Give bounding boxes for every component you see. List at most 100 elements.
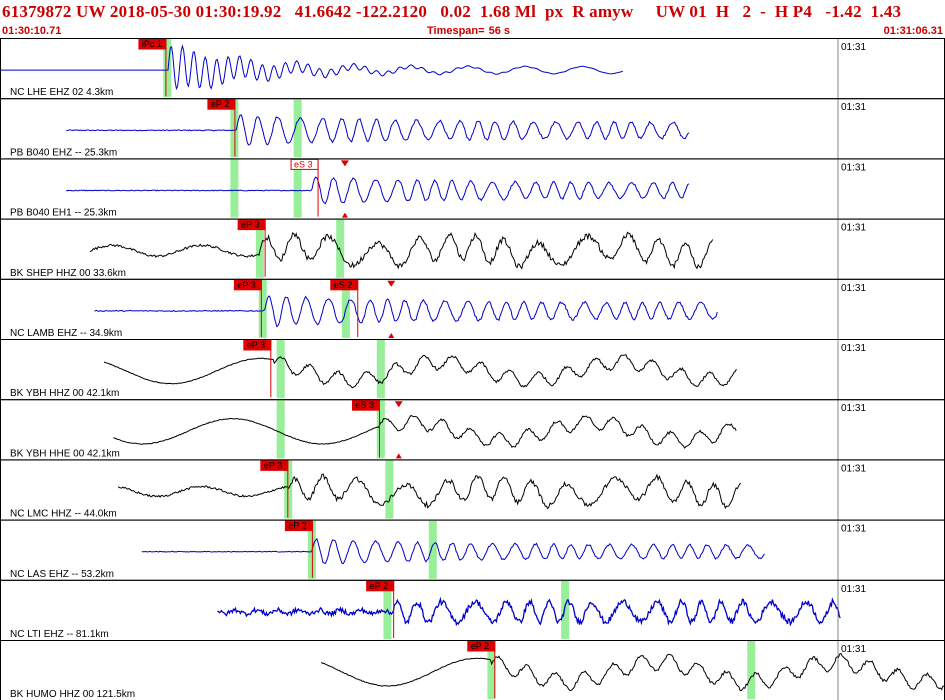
- timespan-value: 56 s: [488, 25, 510, 37]
- window-start-time: 01:30:10.71: [2, 25, 62, 37]
- seismic-trace: [117, 473, 742, 510]
- phase-pick-label[interactable]: eP 3: [260, 459, 289, 471]
- event-header: 61379872 UW 2018-05-30 01:30:19.92 41.66…: [0, 0, 945, 38]
- predicted-arrival-down-icon: [394, 401, 403, 408]
- panel-border: [0, 399, 945, 461]
- phase-window-marker: [230, 159, 239, 218]
- phase-pick-label[interactable]: eS 3: [351, 399, 380, 411]
- station-label: BK YBH HHZ 00 42.1km: [10, 388, 119, 399]
- panel-border: [0, 519, 945, 581]
- station-panel[interactable]: eP 2 01:31 NC LTI EHZ -- 81.1km: [0, 579, 945, 641]
- pick-tag-text: eP 3: [264, 460, 282, 470]
- station-label: PB B040 EHZ -- 25.3km: [10, 147, 117, 158]
- phase-pick-label[interactable]: eP 2: [366, 580, 395, 592]
- phase-window-marker: [293, 159, 302, 218]
- phase-window-marker: [747, 641, 756, 700]
- event-title: 61379872 UW 2018-05-30 01:30:19.92 41.66…: [2, 2, 902, 21]
- seismic-trace: [89, 231, 714, 270]
- station-panel[interactable]: iPc 1 01:31 NC LHE EHZ 02 4.3km: [0, 38, 945, 100]
- phase-window-marker: [376, 340, 385, 399]
- panel-border: [0, 158, 945, 220]
- panel-border: [0, 579, 945, 641]
- minute-tick-label: 01:31: [841, 524, 866, 535]
- station-label: NC LMC HHZ -- 44.0km: [10, 509, 117, 520]
- phase-window-marker: [276, 340, 285, 399]
- station-label: NC LAMB EHZ -- 34.9km: [10, 328, 122, 339]
- pick-tag-text: eS 3: [355, 400, 374, 410]
- phase-window-marker: [336, 219, 345, 278]
- phase-window-marker: [163, 39, 172, 98]
- minute-tick-label: 01:31: [841, 162, 866, 173]
- minute-tick-label: 01:31: [841, 644, 866, 655]
- seismic-trace: [141, 537, 765, 565]
- panel-border: [0, 218, 945, 280]
- station-panel[interactable]: eP 3 01:31 BK SHEP HHZ 00 33.6km: [0, 218, 945, 280]
- seismic-trace: [66, 114, 690, 146]
- phase-window-marker: [561, 580, 570, 639]
- station-panel[interactable]: eS 3 01:31 BK YBH HHE 00 42.1km: [0, 399, 945, 461]
- panel-border: [0, 278, 945, 340]
- station-panel[interactable]: eP 2 01:31 BK HUMO HHZ 00 121.5km: [0, 640, 945, 700]
- timespan-readout: Timespan= 56 s: [427, 25, 510, 37]
- predicted-arrival-up-icon: [341, 212, 348, 218]
- station-panel[interactable]: eP 3 01:31 NC LMC HHZ -- 44.0km: [0, 459, 945, 521]
- station-panel[interactable]: eP 3 eS 2 01:31 NC LAMB EHZ -- 34.9km: [0, 278, 945, 340]
- station-label: NC LHE EHZ 02 4.3km: [10, 87, 113, 98]
- panel-border: [0, 98, 945, 160]
- timespan-label: Timespan=: [427, 25, 485, 37]
- station-panel[interactable]: eP 2 01:31 PB B040 EHZ -- 25.3km: [0, 98, 945, 160]
- window-end-time: 01:31:06.31: [883, 25, 943, 37]
- phase-pick-label[interactable]: eS 2: [330, 279, 359, 291]
- minute-tick-label: 01:31: [841, 283, 866, 294]
- station-panel[interactable]: eP 2 01:31 NC LAS EHZ -- 53.2km: [0, 519, 945, 581]
- phase-window-marker: [276, 400, 285, 459]
- pick-tag-text: eP 3: [241, 220, 259, 230]
- seismic-trace: [320, 652, 945, 692]
- phase-pick-label[interactable]: eP 3: [233, 279, 262, 291]
- phase-pick-label[interactable]: eP 3: [243, 339, 272, 351]
- station-panel[interactable]: eS 3 01:31 PB B040 EH1 -- 25.3km: [0, 158, 945, 220]
- minute-tick-label: 01:31: [841, 403, 866, 414]
- pick-tag-text: eS 2: [334, 280, 353, 290]
- pick-tag-text: eP 2: [471, 641, 489, 651]
- phase-pick-label[interactable]: eP 2: [467, 640, 496, 652]
- panel-border: [0, 459, 945, 521]
- pick-tag-text: eP 2: [370, 581, 388, 591]
- station-label: PB B040 EH1 -- 25.3km: [10, 208, 117, 219]
- pick-tag-text: iPc 1: [142, 39, 162, 49]
- phase-pick-label[interactable]: iPc 1: [138, 38, 167, 50]
- phase-pick-label[interactable]: eP 2: [207, 98, 236, 110]
- predicted-arrival-down-icon: [387, 280, 396, 287]
- pick-tag-text: eP 3: [247, 340, 265, 350]
- station-label: BK SHEP HHZ 00 33.6km: [10, 268, 126, 279]
- phase-window-marker: [293, 99, 302, 158]
- minute-tick-label: 01:31: [841, 42, 866, 53]
- phase-window-marker: [230, 99, 239, 158]
- minute-tick-label: 01:31: [841, 343, 866, 354]
- pick-tag-text: eP 2: [211, 99, 229, 109]
- phase-pick-label[interactable]: eP 2: [284, 520, 313, 532]
- pick-tag-text: eP 2: [288, 521, 306, 531]
- minute-tick-label: 01:31: [841, 223, 866, 234]
- station-label: NC LTI EHZ -- 81.1km: [10, 629, 109, 640]
- station-label: NC LAS EHZ -- 53.2km: [10, 569, 114, 580]
- pick-tag-text: eS 3: [294, 159, 313, 169]
- station-label: BK YBH HHE 00 42.1km: [10, 448, 120, 459]
- minute-tick-label: 01:31: [841, 102, 866, 113]
- phase-window-marker: [376, 400, 385, 459]
- station-panel[interactable]: eP 3 01:31 BK YBH HHZ 00 42.1km: [0, 339, 945, 401]
- pick-tag-text: eP 3: [237, 280, 255, 290]
- predicted-arrival-down-icon: [340, 160, 349, 167]
- phase-window-marker: [255, 219, 264, 278]
- seismic-trace: [66, 176, 690, 205]
- phase-pick-label[interactable]: eP 3: [237, 219, 266, 231]
- minute-tick-label: 01:31: [841, 584, 866, 595]
- seismic-trace: [94, 295, 718, 328]
- phase-window-marker: [258, 279, 267, 338]
- phase-pick-label[interactable]: eS 3: [290, 158, 319, 170]
- phase-window-marker: [385, 460, 394, 519]
- phase-window-marker: [487, 641, 496, 700]
- minute-tick-label: 01:31: [841, 463, 866, 474]
- seismic-trace: [103, 354, 737, 389]
